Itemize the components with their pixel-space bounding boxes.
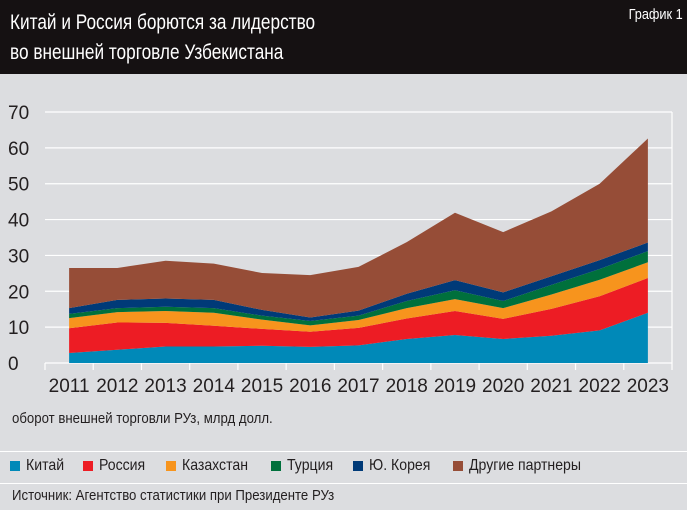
legend: Китай Россия Казахстан Турция Ю. Корея Другие… [10,457,596,475]
divider [0,451,687,452]
x-tick-label: 2014 [193,376,236,397]
legend-swatch [353,461,364,471]
y-axis-label: оборот внешней торговли РУз, млрд долл. [12,410,273,427]
x-tick-label: 2013 [144,376,186,397]
x-tick-label: 2020 [482,376,524,397]
legend-item: Другие партнеры [452,457,596,475]
legend-label: Китай [26,457,65,474]
area-россия [69,278,648,353]
y-tick-label: 20 [8,282,29,303]
legend-label: Россия [99,457,146,474]
x-tick-label: 2021 [530,376,572,397]
legend-item: Турция [270,457,339,475]
title-line-2: во внешней торговле Узбекистана [10,41,284,64]
legend-swatch [270,461,281,471]
x-tick-label: 2016 [289,376,331,397]
y-tick-label: 70 [8,103,29,124]
x-tick-label: 2011 [49,376,90,397]
y-tick-label: 30 [8,246,29,267]
chart-header: Китай и Россия борются за лидерство во в… [0,0,687,74]
x-tick-label: 2022 [579,376,621,397]
y-tick-label: 40 [8,211,29,232]
x-tick-label: 2018 [386,376,428,397]
chart-number: График 1 [628,6,683,23]
x-tick-label: 2015 [241,376,283,397]
x-tick-label: 2017 [337,376,379,397]
x-tick-label: 2019 [434,376,476,397]
legend-label: Ю. Корея [369,457,431,474]
legend-item: Россия [83,457,151,475]
legend-label: Другие партнеры [468,457,581,474]
legend-swatch [83,461,94,471]
area-китай [69,312,648,363]
y-tick-label: 0 [8,354,19,375]
x-tick-label: 2023 [627,376,669,397]
area-казахстан [69,262,648,332]
y-tick-label: 50 [8,175,29,196]
divider [0,483,687,484]
area-турция [69,251,648,326]
legend-item: Китай [10,457,69,475]
legend-item: Ю. Корея [353,457,439,475]
legend-label: Турция [286,457,333,474]
y-tick-label: 10 [8,318,29,339]
area-ю-корея [69,242,648,322]
legend-swatch [165,461,176,471]
legend-item: Казахстан [165,457,257,475]
stacked-area-chart: 0 10 20 30 40 50 60 70 2011 2012 2013 2014 2015 2016 2… [8,103,673,397]
title-line-1: Китай и Россия борются за лидерство [10,11,316,34]
chart-title: Китай и Россия борются за лидерство во в… [10,8,315,68]
legend-label: Казахстан [181,457,248,474]
legend-swatch [452,461,463,471]
x-tick-label: 2012 [96,376,138,397]
source-note: Источник: Агентство статистики при Прези… [12,487,335,504]
y-tick-label: 60 [8,139,29,160]
legend-swatch [10,461,20,471]
area-другие-партнеры [69,138,648,318]
